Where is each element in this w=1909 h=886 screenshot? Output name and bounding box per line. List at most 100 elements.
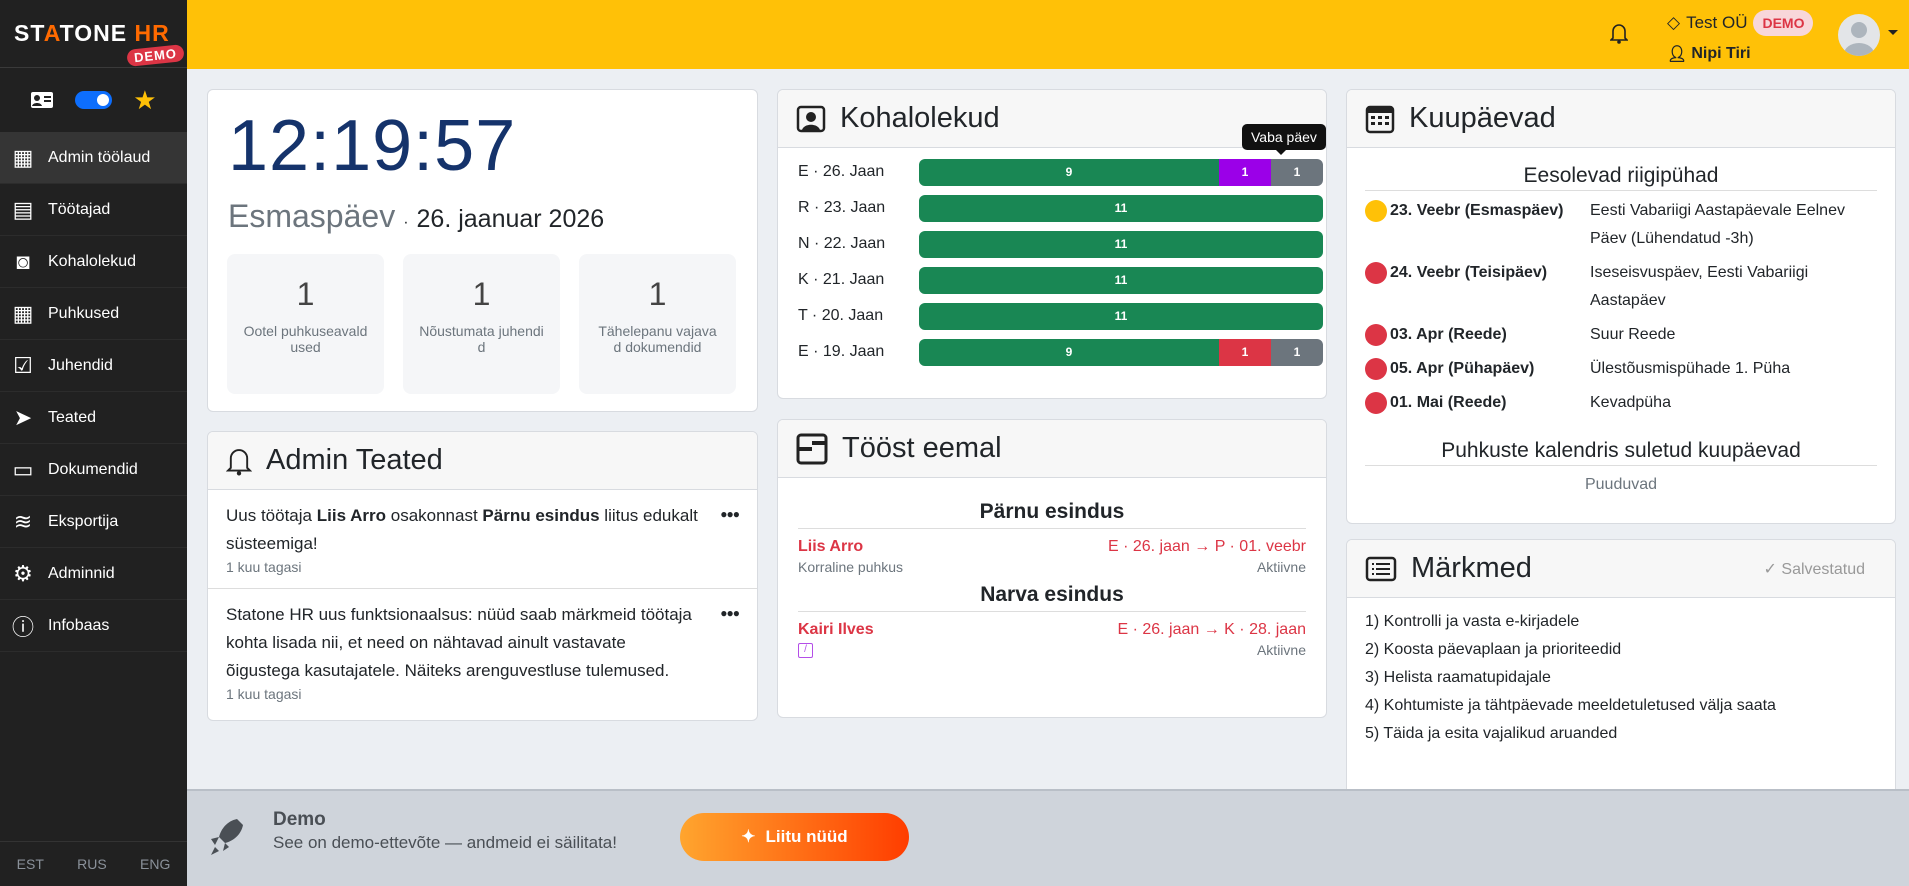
employee-name[interactable]: Kairi Ilves bbox=[798, 621, 874, 638]
demo-banner: Demo See on demo-ettevõte — andmeid ei s… bbox=[187, 789, 1909, 886]
bar-segment-gray[interactable]: 1 bbox=[1271, 158, 1323, 186]
stat-pending-leave[interactable]: 1 Ootel puhkuseavaldused bbox=[227, 254, 384, 394]
holiday-name: Eesti Vabariigi Aastapäevale Eelnev Päev… bbox=[1590, 202, 1845, 247]
clock-card: 12:19:57 Esmaspäev · 26. jaanuar 2026 1 O… bbox=[207, 89, 758, 412]
sidebar: STATONE HR DEMO ★ ▦ Admin töölaud ▤ Töötaja… bbox=[0, 0, 187, 886]
dates-card: Kuupäevad Eesolevad riigipühad 23. Veebr… bbox=[1346, 89, 1896, 524]
holiday-item: 01. Mai (Reede) Kevadpüha bbox=[1365, 389, 1877, 417]
bar-segment-present[interactable]: 9 bbox=[919, 338, 1219, 366]
stat-label: Ootel puhkuseavaldused bbox=[243, 323, 368, 355]
chevron-down-icon[interactable] bbox=[1888, 30, 1898, 40]
away-group: Narva esindus Kairi Ilves / E · 26. jaan … bbox=[778, 577, 1326, 660]
note-text: liitus edukalt süsteemiga! bbox=[226, 506, 698, 553]
absence-item[interactable]: Kairi Ilves / E · 26. jaan → K · 28. jaan… bbox=[798, 620, 1306, 660]
note-text: Statone HR uus funktsionaalsus: nüüd saa… bbox=[226, 605, 692, 680]
sidebar-item-kohalolekud[interactable]: ◙ Kohalolekud bbox=[0, 236, 187, 288]
stat-unaccepted-guides[interactable]: 1 Nõustumata juhendid bbox=[403, 254, 560, 394]
lang-eng[interactable]: ENG bbox=[140, 856, 171, 872]
logo-text: STATONE HR bbox=[14, 20, 170, 46]
notification-item: Uus töötaja Liis Arro osakonnast Pärnu e… bbox=[208, 490, 757, 589]
banner-text: See on demo-ettevõte — andmeid ei säilit… bbox=[273, 833, 617, 852]
bar-segment-present[interactable]: 11 bbox=[919, 266, 1323, 294]
user-name-text: Nipi Tiri bbox=[1691, 45, 1751, 62]
absence-type: Korraline puhkus bbox=[798, 559, 904, 575]
holiday-date: 03. Apr (Reede) bbox=[1390, 326, 1507, 343]
rocket-icon bbox=[211, 819, 243, 855]
edit-icon[interactable]: / bbox=[798, 643, 813, 658]
bar-segment-present[interactable]: 11 bbox=[919, 194, 1323, 222]
memo-line: 1) Kontrolli ja vasta e-kirjadele bbox=[1365, 613, 1580, 630]
more-options-icon[interactable]: ●●● bbox=[720, 507, 740, 521]
absence-item[interactable]: Liis Arro Korraline puhkus E · 26. jaan →… bbox=[798, 537, 1306, 577]
date-separator: · bbox=[403, 214, 409, 231]
absence-status: Aktiivne bbox=[1256, 559, 1306, 575]
closed-dates-title: Puhkuste kalendris suletud kuupäevad bbox=[1365, 439, 1877, 466]
logo[interactable]: STATONE HR DEMO bbox=[0, 0, 187, 68]
sidebar-item-teated[interactable]: ➤ Teated bbox=[0, 392, 187, 444]
sidebar-item-dokumendid[interactable]: ▭ Dokumendid bbox=[0, 444, 187, 496]
away-card: Tööst eemal Pärnu esindus Liis Arro Korra… bbox=[777, 419, 1327, 718]
join-now-label: Liitu nüüd bbox=[765, 827, 848, 846]
sidebar-item-eksportija[interactable]: ≋ Eksportija bbox=[0, 496, 187, 548]
user-name[interactable]: 👤︎ Nipi Tiri bbox=[1667, 44, 1751, 64]
card-title: Admin Teated bbox=[266, 444, 443, 476]
sidebar-item-puhkused[interactable]: ▦ Puhkused bbox=[0, 288, 187, 340]
department-title: Narva esindus bbox=[798, 577, 1306, 612]
join-now-button[interactable]: ✦ Liitu nüüd bbox=[680, 813, 909, 861]
banner-title: Demo bbox=[273, 809, 326, 830]
card-title: Kohalolekud bbox=[840, 102, 1000, 134]
holiday-item: 24. Veebr (Teisipäev) Iseseisvuspäev, Ees… bbox=[1365, 259, 1877, 315]
sidebar-item-adminnid[interactable]: ⚙ Adminnid bbox=[0, 548, 187, 600]
stat-value: 1 bbox=[648, 276, 667, 312]
stat-documents[interactable]: 1 Tähelepanu vajavad dokumendid bbox=[579, 254, 736, 394]
sidebar-item-töötajad[interactable]: ▤ Töötajad bbox=[0, 184, 187, 236]
memo-line: 3) Helista raamatupidajale bbox=[1365, 669, 1551, 686]
language-switcher: EST RUS ENG bbox=[0, 841, 187, 886]
stat-label: Nõustumata juhendid bbox=[419, 323, 544, 355]
id-card-icon[interactable] bbox=[30, 91, 54, 109]
employee-name[interactable]: Liis Arro bbox=[798, 538, 864, 555]
more-options-icon[interactable]: ●●● bbox=[720, 606, 740, 620]
bar-segment-red[interactable]: 1 bbox=[1219, 338, 1271, 366]
bar-segment-present[interactable]: 9 bbox=[919, 158, 1219, 186]
attendance-row: N · 22. Jaan 11 bbox=[778, 226, 1326, 262]
holiday-dot bbox=[1365, 262, 1387, 284]
mode-toggle[interactable] bbox=[75, 91, 113, 109]
attendance-row: K · 21. Jaan 11 bbox=[778, 262, 1326, 298]
sidebar-item-juhendid[interactable]: ☑ Juhendid bbox=[0, 340, 187, 392]
date: 26. jaanuar 2026 bbox=[416, 205, 605, 233]
bar-segment-present[interactable]: 11 bbox=[919, 230, 1323, 258]
file-check-icon: ☑ bbox=[13, 352, 33, 378]
lang-est[interactable]: EST bbox=[16, 856, 44, 872]
attendance-date: E · 26. Jaan bbox=[798, 163, 885, 180]
card-title: Tööst eemal bbox=[842, 432, 1002, 464]
note-text: osakonnast bbox=[386, 506, 483, 525]
sidebar-item-label: Töötajad bbox=[48, 200, 111, 218]
lang-rus[interactable]: RUS bbox=[77, 856, 107, 872]
company-switcher[interactable]: ◇ Test OÜ DEMO bbox=[1667, 10, 1814, 36]
holiday-date: 05. Apr (Pühapäev) bbox=[1390, 360, 1535, 377]
holiday-name: Suur Reede bbox=[1590, 326, 1676, 343]
holiday-item: 05. Apr (Pühapäev) Ülestõusmispühade 1. P… bbox=[1365, 355, 1877, 383]
note-text: Uus töötaja bbox=[226, 506, 317, 525]
notifications-bell-icon[interactable] bbox=[1610, 22, 1628, 44]
sidebar-item-label: Admin töölaud bbox=[48, 148, 151, 166]
star-icon[interactable]: ★ bbox=[133, 84, 157, 115]
bar-segment-purple[interactable]: 1 bbox=[1219, 158, 1271, 186]
bar-segment-present[interactable]: 11 bbox=[919, 302, 1323, 330]
holiday-date: 24. Veebr (Teisipäev) bbox=[1390, 264, 1548, 281]
sidebar-item-label: Kohalolekud bbox=[48, 252, 137, 270]
sidebar-item-infobaas[interactable]: ⓘ Infobaas bbox=[0, 600, 187, 652]
memo-line: 5) Täida ja esita vajalikud aruanded bbox=[1365, 725, 1618, 742]
card-title: Kuupäevad bbox=[1409, 102, 1556, 134]
avatar[interactable] bbox=[1838, 14, 1880, 56]
sidebar-item-admin-töölaud[interactable]: ▦ Admin töölaud bbox=[0, 132, 187, 184]
info-icon: ⓘ bbox=[11, 614, 34, 640]
quick-actions: ★ bbox=[0, 68, 187, 132]
memo-textarea[interactable]: 1) Kontrolli ja vasta e-kirjadele 2) Koos… bbox=[1347, 598, 1895, 758]
holiday-date: 01. Mai (Reede) bbox=[1390, 394, 1507, 411]
note-time: 1 kuu tagasi bbox=[226, 686, 302, 702]
bar-segment-gray[interactable]: 1 bbox=[1271, 338, 1323, 366]
sparkles-icon: ✦ bbox=[741, 827, 756, 846]
logo-demo-badge: DEMO bbox=[126, 44, 185, 67]
